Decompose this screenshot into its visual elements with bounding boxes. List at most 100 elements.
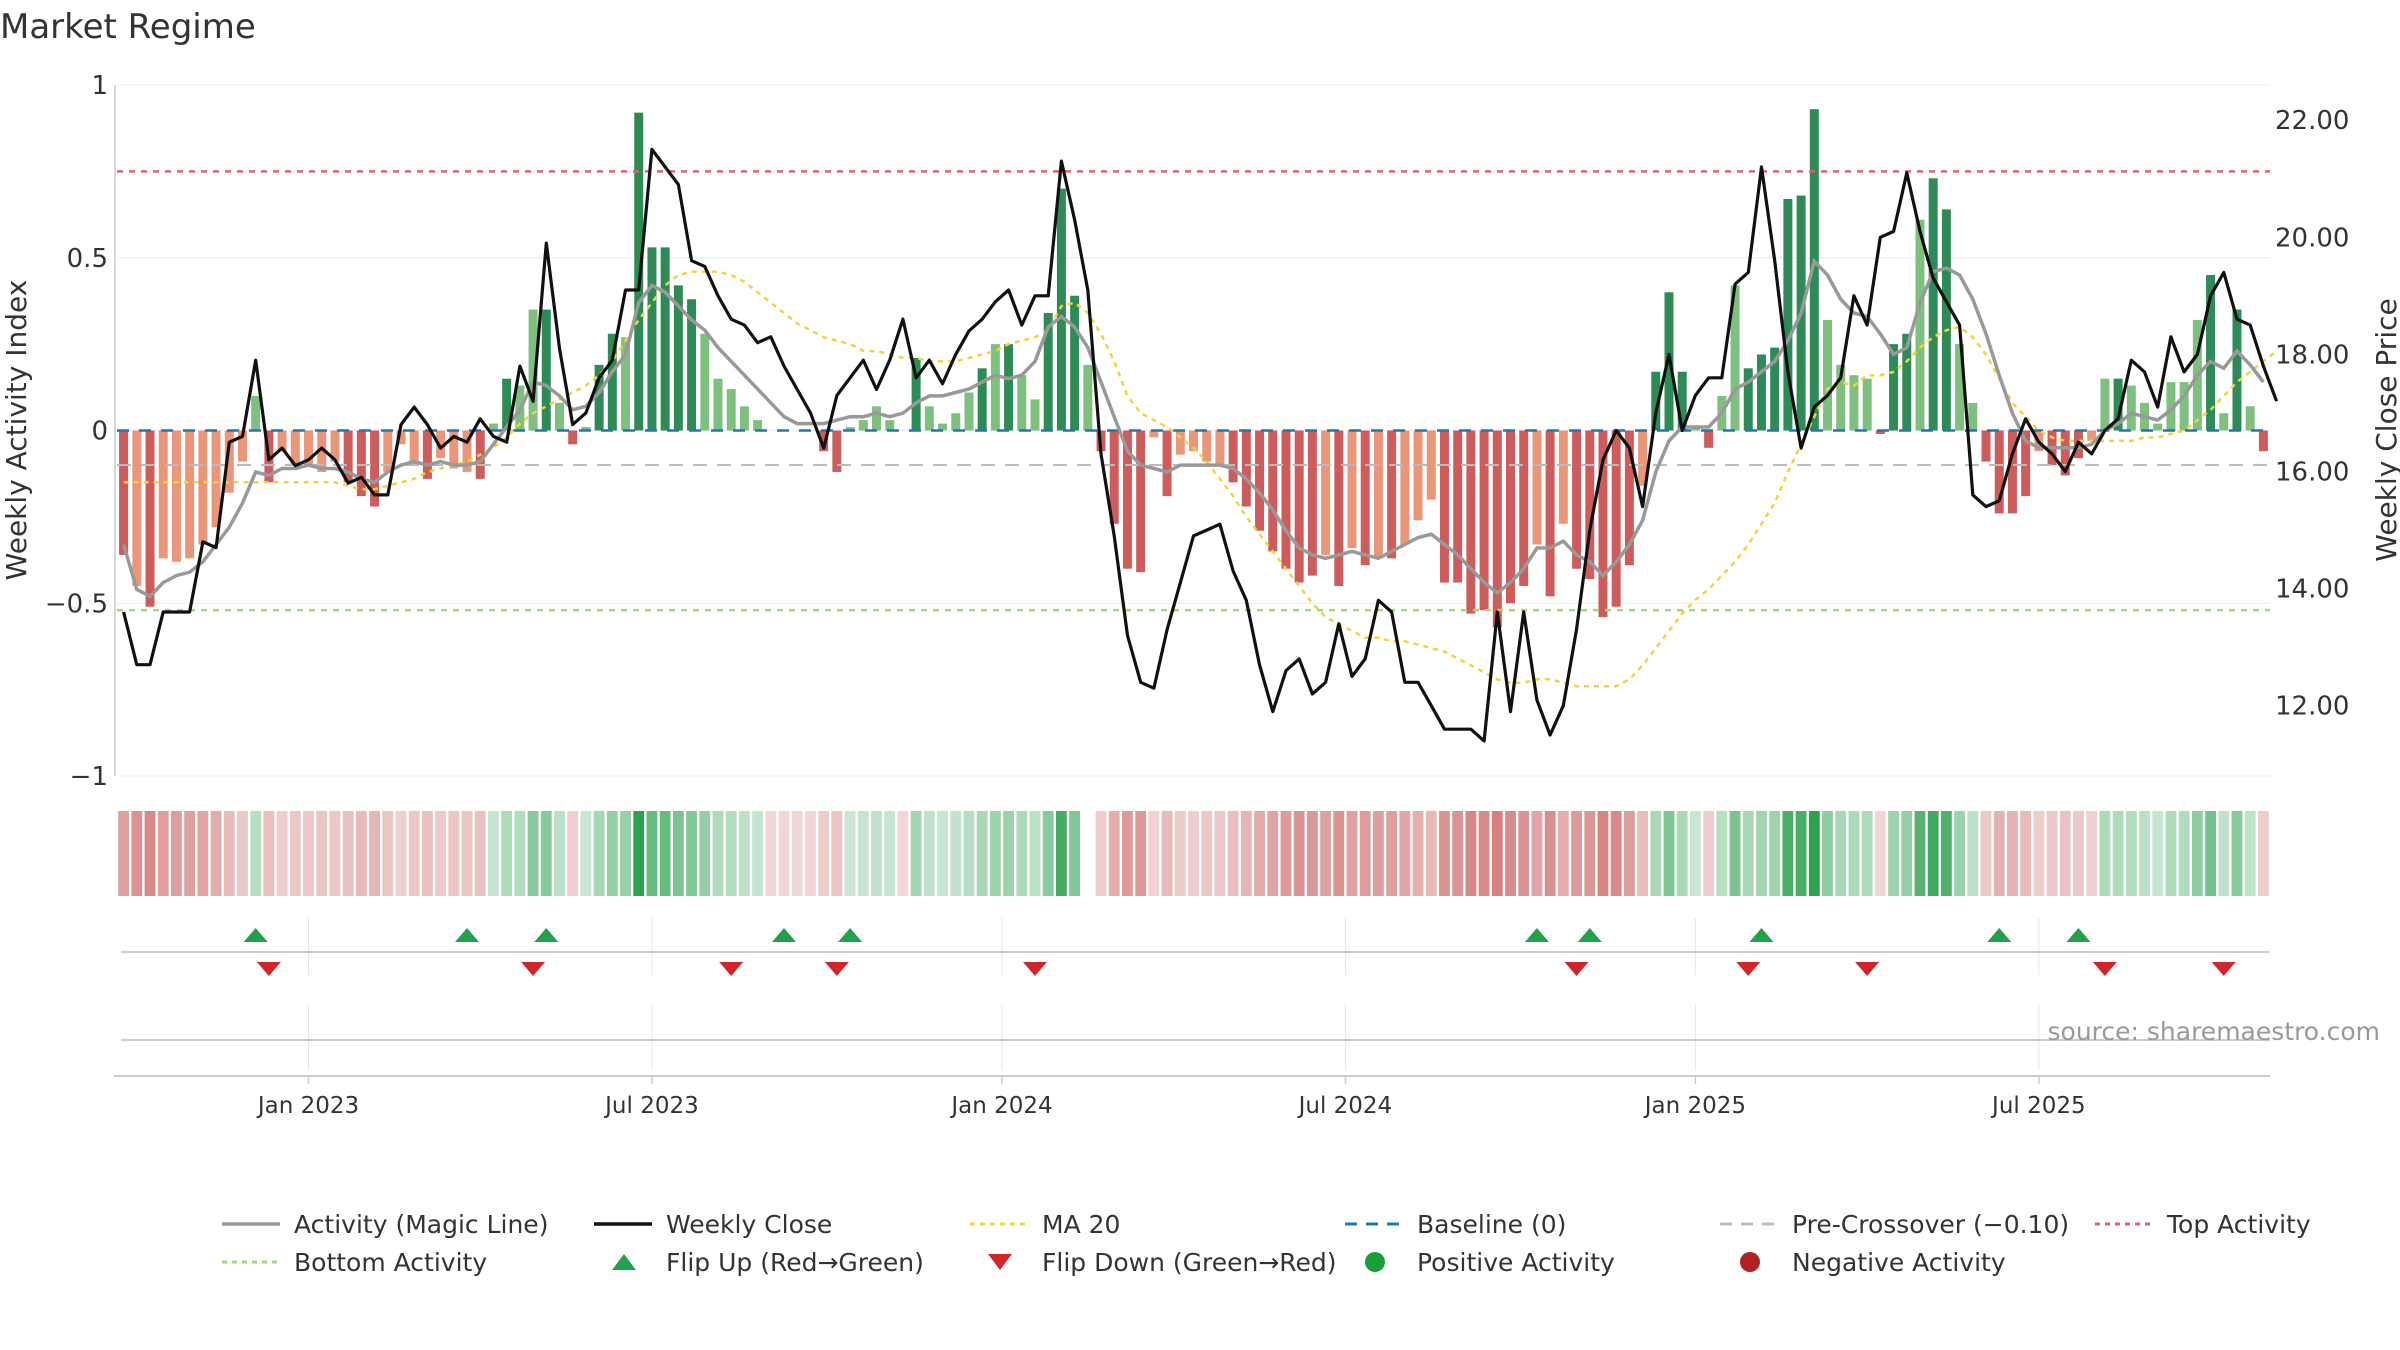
activity-bar [938,423,948,431]
regime-cell [2033,811,2045,896]
flip-down-marker [1564,962,1589,976]
activity-bar [726,389,736,431]
regime-cell [1201,811,1213,896]
activity-bar [673,285,683,431]
legend-label: Flip Down (Green→Red) [1042,1248,1337,1277]
y-tick-label-right: 16.00 [2275,457,2349,487]
activity-bar [277,430,287,452]
regime-cell [1888,811,1899,896]
regime-cell [342,811,354,896]
regime-cell [1716,811,1728,896]
flip-up-marker [1524,928,1549,942]
activity-bar [211,430,221,528]
activity-bar [449,430,459,469]
activity-bar [290,430,300,466]
activity-bar [1189,430,1198,452]
regime-cell [408,811,420,896]
activity-bar [964,392,974,431]
activity-bar [1889,344,1899,431]
flip-up-marker [1577,928,1602,942]
source-label: source: sharemaestro.com [2048,1017,2381,1046]
regime-cell [686,811,697,896]
regime-cell [1188,811,1199,896]
regime-cell [1610,811,1622,896]
regime-cell [805,811,816,896]
regime-cell [355,811,367,896]
legend-label: Pre-Crossover (−0.10) [1792,1210,2069,1239]
activity-bar [1466,430,1476,614]
activity-bar [1479,430,1489,611]
regime-cell [1465,811,1477,896]
activity-bar [1136,430,1146,573]
regime-cell [1795,811,1807,896]
regime-cell [1544,811,1556,896]
activity-bar [1413,430,1423,521]
activity-bar [185,430,195,559]
activity-bar [2219,413,2229,431]
activity-bar [845,427,855,431]
regime-cell [699,811,711,896]
activity-bar [1968,402,1978,431]
activity-bar [607,333,617,431]
regime-cell [1254,811,1265,896]
regime-cell [1491,811,1503,896]
regime-cell [2099,811,2111,896]
regime-cell [2020,811,2032,896]
regime-cell [1161,811,1173,896]
regime-cell [131,811,143,896]
activity-bar [1994,430,2004,514]
regime-cell [1227,811,1239,896]
legend-label: MA 20 [1042,1210,1120,1239]
regime-cell [448,811,460,896]
regime-cell [976,811,988,896]
legend-item: Weekly Close [594,1210,832,1239]
activity-bar [2113,378,2123,431]
regime-cell [527,811,539,896]
activity-bar [436,430,446,459]
activity-bar [634,112,644,431]
regime-cell [659,811,671,896]
regime-cell [1557,811,1569,896]
flip-up-marker [838,928,863,942]
regime-cell [791,811,803,896]
activity-bar [1836,364,1846,431]
regime-cell [937,811,948,896]
activity-bar [2100,378,2110,431]
regime-cell [712,811,724,896]
activity-bar [251,395,261,431]
regime-cell [1808,811,1820,896]
legend-item: Top Activity [2095,1210,2311,1239]
activity-bar [687,299,697,431]
regime-cell [580,811,592,896]
regime-cell [2112,811,2124,896]
flip-up-marker [772,928,797,942]
activity-bar [647,247,657,431]
regime-cell [237,811,248,896]
activity-bar [753,420,763,431]
flip-down-marker [1736,962,1761,976]
activity-bar [1902,333,1912,431]
activity-bar [237,430,247,462]
regime-cell [2152,811,2164,896]
flip-up-marker [534,928,559,942]
flip-markers [121,928,2270,976]
activity-bar [1030,399,1040,431]
activity-bar [396,430,406,445]
y-tick-label-right: 12.00 [2275,692,2349,722]
regime-cell [672,811,684,896]
chart-lines [117,147,2279,743]
flip-down-icon [988,1254,1012,1270]
activity-bar [1453,430,1463,583]
activity-bar [1122,430,1132,569]
regime-cell [646,811,658,896]
activity-bar [1809,109,1819,431]
activity-bar [1387,430,1397,559]
activity-bar [581,427,591,431]
regime-cell [171,811,182,896]
activity-bar [119,430,129,555]
regime-cell [474,811,486,896]
regime-cell [1874,811,1886,896]
regime-cell [1914,811,1926,896]
regime-cell [765,811,777,896]
activity-bar [951,413,961,431]
